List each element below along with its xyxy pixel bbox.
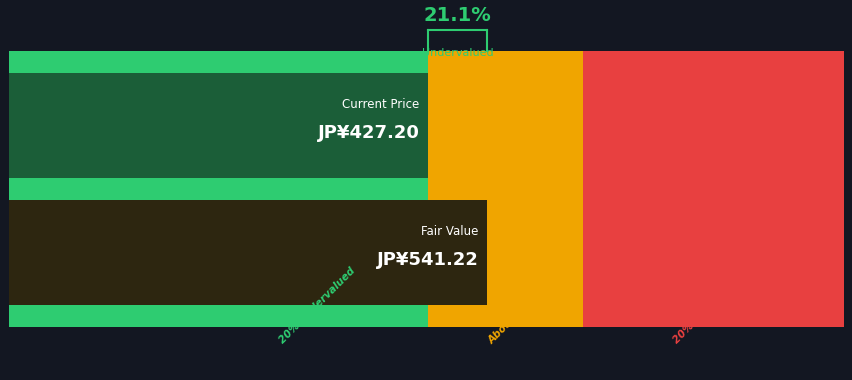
Text: Current Price: Current Price xyxy=(342,98,419,111)
Bar xyxy=(582,178,843,200)
Text: 20% Overvalued: 20% Overvalued xyxy=(670,271,745,345)
Bar xyxy=(428,305,582,327)
Bar xyxy=(582,200,843,305)
Bar xyxy=(582,51,843,73)
Bar xyxy=(428,200,582,305)
Text: 21.1%: 21.1% xyxy=(423,6,491,25)
Bar xyxy=(9,51,428,73)
Bar xyxy=(582,73,843,178)
Bar xyxy=(428,178,582,200)
Bar xyxy=(582,305,843,327)
Bar xyxy=(428,51,582,73)
Text: Fair Value: Fair Value xyxy=(421,225,478,238)
Bar xyxy=(9,73,428,178)
Bar xyxy=(9,305,428,327)
Text: JP¥541.22: JP¥541.22 xyxy=(376,251,478,269)
Bar xyxy=(9,178,428,200)
Text: About Right: About Right xyxy=(486,289,542,345)
Text: 20% Undervalued: 20% Undervalued xyxy=(278,266,357,345)
Text: Undervalued: Undervalued xyxy=(421,48,492,58)
Bar xyxy=(9,73,428,178)
Bar xyxy=(428,73,582,178)
Text: JP¥427.20: JP¥427.20 xyxy=(318,124,419,142)
Bar xyxy=(9,200,486,305)
Bar xyxy=(9,200,428,305)
